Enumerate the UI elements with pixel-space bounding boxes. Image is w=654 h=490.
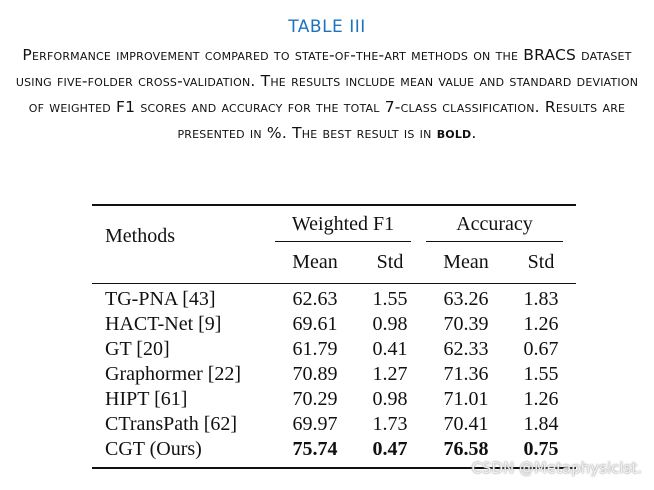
row-f1-std: 0.98 — [372, 313, 408, 335]
row-acc-std: 1.26 — [523, 313, 559, 335]
row-acc-mean: 71.01 — [443, 388, 489, 410]
bottom-rule — [92, 467, 576, 469]
header-acc-mean: Mean — [443, 251, 489, 273]
row-f1-mean: 70.29 — [292, 388, 338, 410]
row-method: TG-PNA [43] — [105, 288, 216, 310]
row-f1-std: 0.98 — [372, 388, 408, 410]
row-f1-mean: 69.97 — [292, 413, 338, 435]
row-acc-std: 1.84 — [523, 413, 559, 435]
group1-underline — [275, 241, 411, 242]
row-acc-std: 1.26 — [523, 388, 559, 410]
header-f1-mean: Mean — [292, 251, 338, 273]
group2-underline — [426, 241, 563, 242]
caption-bold-word: bold — [436, 124, 472, 142]
header-acc-std: Std — [527, 251, 555, 273]
header-weighted-f1: Weighted F1 — [291, 213, 395, 235]
row-f1-std-best: 0.47 — [372, 438, 408, 460]
row-acc-mean: 70.39 — [443, 313, 489, 335]
header-accuracy: Accuracy — [456, 213, 533, 235]
row-method: CTransPath [62] — [105, 413, 238, 435]
row-acc-mean: 62.33 — [443, 338, 489, 360]
row-f1-mean: 61.79 — [292, 338, 338, 360]
row-f1-std: 1.73 — [372, 413, 408, 435]
header-methods: Methods — [105, 225, 175, 247]
header-rule — [92, 283, 576, 285]
row-f1-mean: 70.89 — [292, 363, 338, 385]
header-f1-std: Std — [376, 251, 404, 273]
row-acc-mean: 71.36 — [443, 363, 489, 385]
row-f1-std: 1.55 — [372, 288, 408, 310]
row-method: GT [20] — [105, 338, 170, 360]
row-acc-mean: 63.26 — [443, 288, 489, 310]
row-f1-std: 0.41 — [372, 338, 408, 360]
row-acc-mean: 70.41 — [443, 413, 489, 435]
row-acc-std: 0.67 — [523, 338, 559, 360]
row-method: CGT (Ours) — [105, 438, 202, 460]
row-method: Graphormer [22] — [105, 363, 242, 385]
row-f1-mean: 62.63 — [292, 288, 338, 310]
watermark: CSDN @Metaphysicist. — [471, 459, 642, 477]
row-f1-std: 1.27 — [372, 363, 408, 385]
top-rule — [92, 204, 576, 206]
row-acc-std: 1.83 — [523, 288, 559, 310]
row-acc-mean-best: 76.58 — [443, 438, 489, 460]
caption-end: . — [471, 124, 477, 142]
row-acc-std: 1.55 — [523, 363, 559, 385]
table-caption: Performance improvement compared to stat… — [14, 42, 640, 146]
table-label: TABLE III — [288, 17, 366, 37]
row-f1-mean: 69.61 — [292, 313, 338, 335]
row-method: HACT-Net [9] — [105, 313, 222, 335]
row-method: HIPT [61] — [105, 388, 188, 410]
row-f1-mean-best: 75.74 — [292, 438, 338, 460]
caption-text: Performance improvement compared to stat… — [15, 46, 639, 142]
row-acc-std-best: 0.75 — [523, 438, 559, 460]
